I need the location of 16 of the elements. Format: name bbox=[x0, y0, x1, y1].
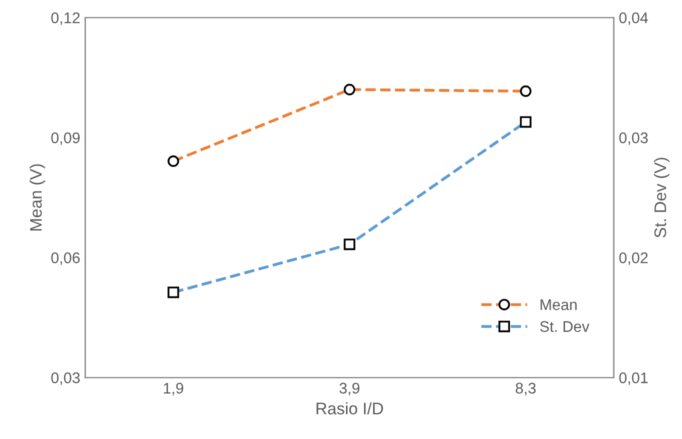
y-axis-title: Mean (V) bbox=[30, 164, 46, 230]
y-tick-label: 0,09 bbox=[51, 132, 80, 146]
x-tick-label: 3,9 bbox=[339, 382, 360, 396]
y2-tick-label: 0,01 bbox=[619, 372, 648, 386]
y2-tick-label: 0,02 bbox=[619, 252, 648, 266]
y-tick-label: 0,06 bbox=[51, 252, 80, 266]
x-tick-label: 8,3 bbox=[516, 382, 536, 396]
y2-axis-title: St. Dev (V) bbox=[654, 158, 670, 238]
x-axis-title: Rasio I/D bbox=[316, 402, 383, 414]
y2-tick-label: 0,03 bbox=[619, 132, 648, 146]
x-tick-label: 1,9 bbox=[164, 382, 184, 396]
y2-tick-label: 0,04 bbox=[619, 12, 648, 26]
legend-label: Mean bbox=[540, 299, 577, 310]
y-tick-label: 0,12 bbox=[51, 12, 80, 26]
y-tick-label: 0,03 bbox=[51, 372, 80, 386]
legend-label: St. Dev bbox=[540, 321, 590, 332]
